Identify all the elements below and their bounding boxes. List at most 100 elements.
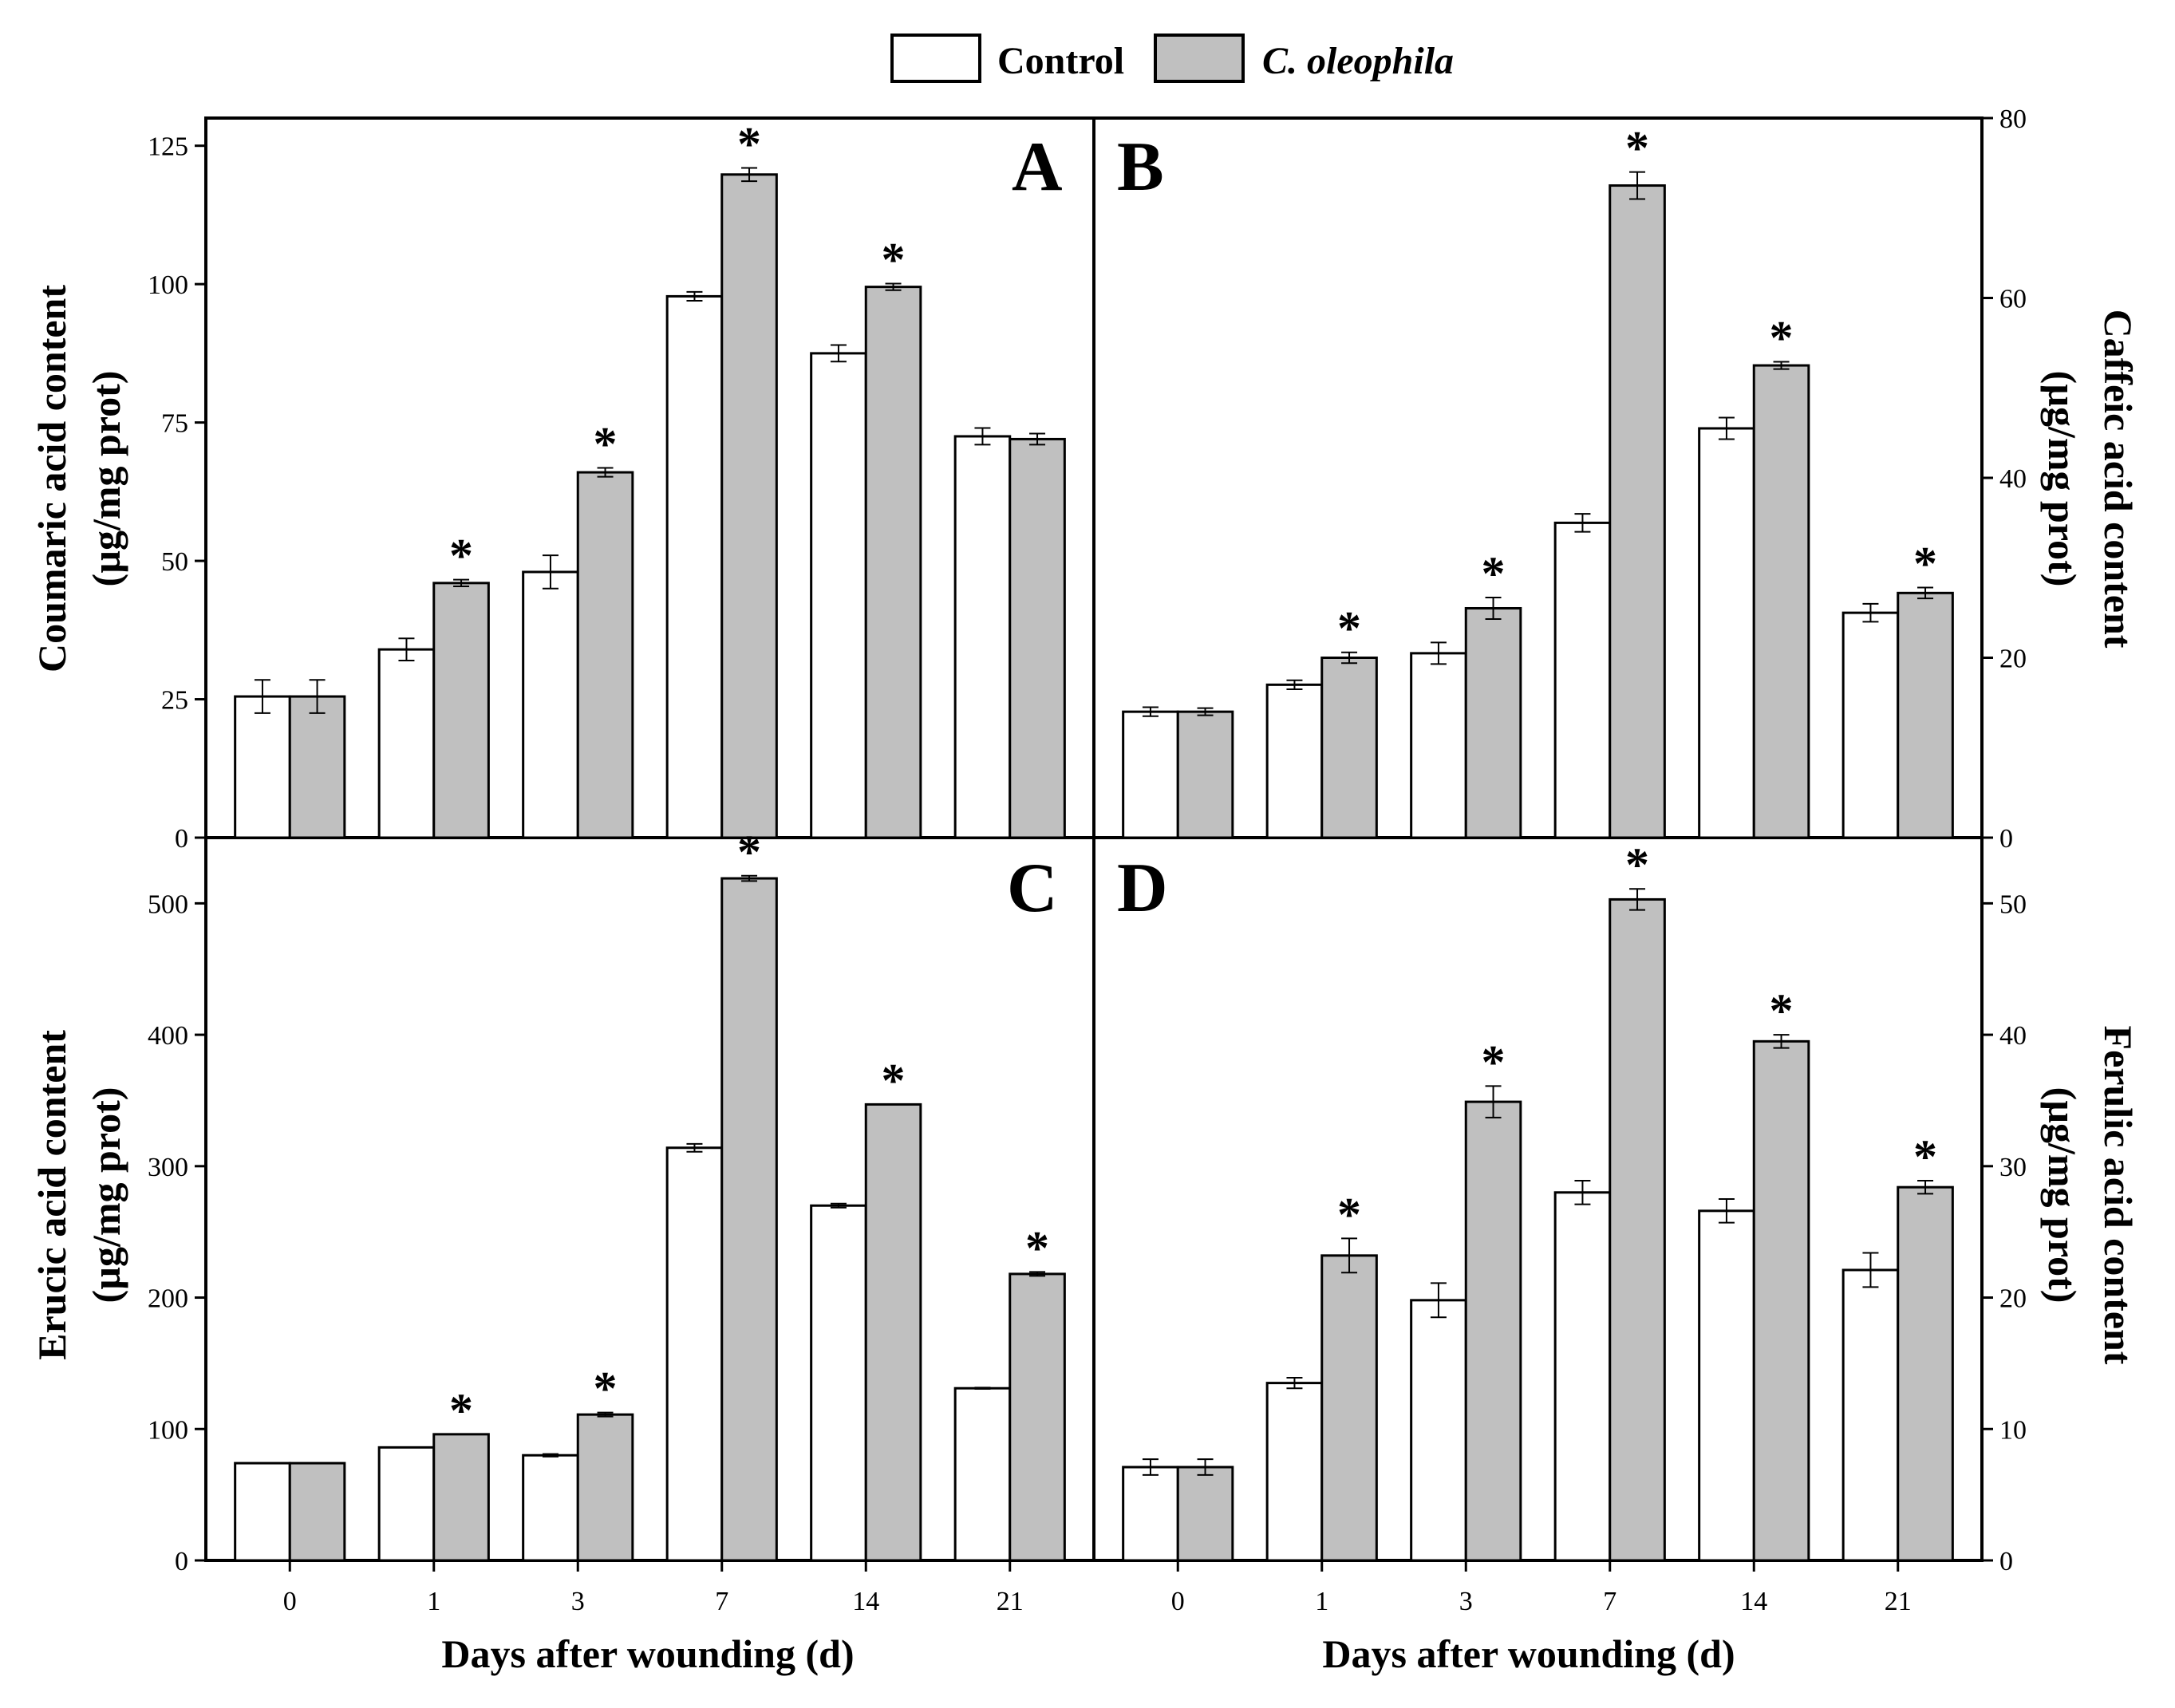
bar-treatment-b bbox=[1320, 657, 1378, 839]
error-bar-a bbox=[974, 427, 991, 446]
legend-swatch-control bbox=[890, 34, 981, 83]
error-bar-a bbox=[686, 290, 703, 302]
y-tick-label-d: 10 bbox=[1999, 1415, 2027, 1445]
bar-control-d bbox=[1265, 1382, 1324, 1562]
error-bar-b bbox=[1773, 361, 1790, 370]
error-bar-d bbox=[1142, 1458, 1159, 1476]
x-tick-label-c: 21 bbox=[997, 1587, 1024, 1616]
significance-star-c: * bbox=[882, 1054, 906, 1106]
bar-treatment-a bbox=[576, 471, 634, 839]
x-tick-label-d: 21 bbox=[1885, 1587, 1912, 1616]
x-tick-label-c: 7 bbox=[715, 1587, 728, 1616]
significance-star-a: * bbox=[737, 117, 761, 170]
significance-star-d: * bbox=[1625, 838, 1649, 891]
y-tick-label-b: 60 bbox=[1999, 285, 2027, 314]
bar-treatment-d bbox=[1176, 1465, 1234, 1562]
bar-control-c bbox=[522, 1454, 579, 1562]
y-tick-label-a: 125 bbox=[148, 132, 188, 162]
error-bar-d bbox=[1430, 1282, 1447, 1319]
error-bar-d bbox=[1862, 1252, 1879, 1288]
x-tick-label-c: 14 bbox=[852, 1587, 879, 1616]
significance-star-d: * bbox=[1913, 1130, 1937, 1183]
bar-control-c bbox=[953, 1387, 1012, 1562]
bar-treatment-d bbox=[1752, 1039, 1810, 1562]
panel-letter-c: C bbox=[1007, 850, 1058, 927]
significance-star-a: * bbox=[449, 530, 473, 582]
error-bar-b bbox=[1341, 651, 1358, 665]
panel-a: 0 25 50 75 100 125 * * * * bbox=[148, 117, 1066, 854]
bar-treatment-d bbox=[1609, 897, 1666, 1562]
error-bar-c bbox=[542, 1453, 559, 1458]
y-tick-label-a: 50 bbox=[161, 547, 188, 577]
bar-treatment-b bbox=[1609, 184, 1666, 839]
x-axis-title-left: Days after wounding (d) bbox=[441, 1631, 854, 1676]
bar-control-c bbox=[234, 1461, 291, 1562]
bar-treatment-d bbox=[1320, 1254, 1378, 1562]
panel-d: 0 10 20 30 40 50 0 1 * 3 * 7 * 14 * 21 * bbox=[1122, 838, 2027, 1616]
error-bar-d bbox=[1773, 1034, 1790, 1049]
error-bar-b bbox=[1862, 602, 1879, 623]
error-bar-d bbox=[1574, 1179, 1591, 1205]
error-bar-a bbox=[741, 167, 758, 183]
error-bar-a bbox=[885, 282, 902, 291]
bar-control-d bbox=[1698, 1209, 1755, 1562]
panel-c: 0 100 200 300 400 500 0 1 * 3 * 7 * 14 * 21 * bbox=[148, 826, 1066, 1616]
bar-control-a bbox=[234, 695, 291, 839]
bar-control-d bbox=[1122, 1465, 1179, 1562]
legend: Control C. oleophila bbox=[890, 34, 1454, 83]
error-bar-d bbox=[1485, 1085, 1502, 1118]
bar-control-b bbox=[1410, 652, 1467, 839]
error-bar-a bbox=[309, 679, 326, 714]
error-bar-c bbox=[1029, 1271, 1046, 1277]
panel-letter-d: D bbox=[1117, 850, 1168, 927]
legend-swatch-treatment bbox=[1154, 34, 1245, 83]
error-bar-b bbox=[1917, 586, 1934, 600]
y-axis-title-b-line2: (µg/mg prot) bbox=[2040, 371, 2085, 587]
significance-star-a: * bbox=[882, 233, 906, 286]
bar-treatment-b bbox=[1752, 364, 1810, 839]
x-tick-label-d: 3 bbox=[1459, 1587, 1473, 1616]
bar-control-d bbox=[1841, 1268, 1900, 1562]
panel-letter-a: A bbox=[1012, 128, 1063, 206]
y-tick-label-d: 30 bbox=[1999, 1153, 2027, 1182]
significance-star-c: * bbox=[594, 1363, 618, 1415]
x-tick-label-c: 0 bbox=[283, 1587, 297, 1616]
x-tick-label-c: 1 bbox=[427, 1587, 440, 1616]
bar-control-b bbox=[1698, 427, 1755, 839]
y-tick-label-d: 20 bbox=[1999, 1284, 2027, 1314]
bar-control-c bbox=[377, 1446, 436, 1562]
bar-treatment-b bbox=[1464, 606, 1522, 839]
bar-control-b bbox=[1553, 521, 1612, 839]
error-bar-a bbox=[398, 637, 415, 661]
panel-b: 0 20 40 60 80 * * * * * bbox=[1122, 105, 2027, 854]
significance-star-d: * bbox=[1337, 1188, 1361, 1241]
error-bar-d bbox=[1917, 1179, 1934, 1195]
y-tick-label-c: 0 bbox=[175, 1547, 188, 1576]
error-bar-d bbox=[1629, 888, 1646, 911]
y-tick-label-c: 100 bbox=[148, 1415, 188, 1445]
error-bar-c bbox=[597, 1411, 614, 1418]
bar-treatment-c bbox=[576, 1413, 634, 1562]
y-axis-title-d-line1: Ferulic acid content bbox=[2096, 1026, 2141, 1365]
significance-star-c: * bbox=[1025, 1221, 1049, 1274]
bar-control-d bbox=[1553, 1191, 1612, 1562]
bar-treatment-c bbox=[720, 877, 778, 1562]
bar-control-b bbox=[1265, 683, 1324, 839]
error-bar-b bbox=[1430, 641, 1447, 665]
x-tick-label-d: 14 bbox=[1740, 1587, 1767, 1616]
y-tick-label-b: 20 bbox=[1999, 645, 2027, 674]
bar-control-d bbox=[1410, 1299, 1467, 1562]
significance-star-b: * bbox=[1770, 312, 1794, 365]
significance-star-d: * bbox=[1482, 1035, 1506, 1088]
error-bar-d bbox=[1718, 1198, 1735, 1224]
error-bar-a bbox=[542, 554, 559, 590]
bar-treatment-d bbox=[1897, 1185, 1954, 1562]
bar-control-a bbox=[953, 435, 1012, 839]
error-bar-b bbox=[1142, 706, 1159, 717]
bar-treatment-a bbox=[1009, 437, 1066, 839]
error-bar-c bbox=[686, 1142, 703, 1153]
bar-control-a bbox=[665, 294, 724, 839]
legend-label-control: Control bbox=[997, 40, 1124, 82]
bar-treatment-a bbox=[288, 695, 346, 839]
